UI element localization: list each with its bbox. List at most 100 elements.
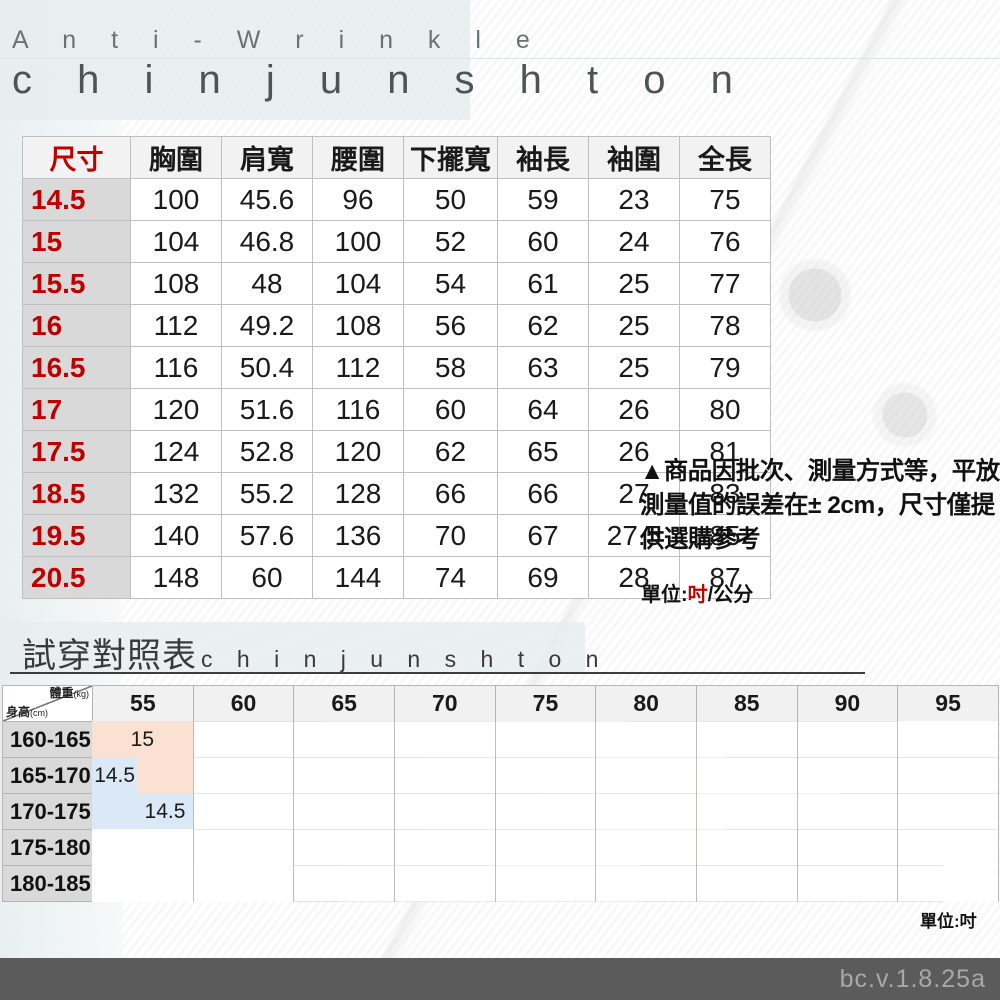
- diagonal-divider-line: [3, 686, 92, 721]
- spec-value-cell: 58: [403, 346, 498, 389]
- fit-size-cell: [595, 829, 697, 866]
- spec-value-cell: 62: [497, 304, 589, 347]
- fit-size-cell: [695, 829, 798, 866]
- spec-size-cell: 15.5: [22, 262, 131, 305]
- spec-size-cell: 17: [22, 388, 131, 431]
- spec-row: 17 120 51.6 116 60 64 26 80: [22, 388, 771, 431]
- spec-value-cell: 104: [312, 262, 404, 305]
- fit-size-cell: [897, 829, 999, 866]
- fit-size-cell: [293, 865, 395, 902]
- fit-size-cell: [192, 829, 295, 866]
- fit-header-row: 體重(kg) 身高(cm) 55 60 65 70 75 80 85 90 95: [2, 685, 999, 722]
- fit-title-brand: c h i n j u n s h t o n: [201, 646, 608, 672]
- spec-row: 17.5 124 52.8 120 62 65 26 81: [22, 430, 771, 473]
- fit-size-cell: 1515.51616.51717.5: [92, 721, 999, 758]
- fit-size-cell: [494, 721, 597, 758]
- fit-title-cn: 試穿對照表: [22, 637, 197, 675]
- spec-row: 16.5 116 50.4 112 58 63 25 79: [22, 346, 771, 389]
- fit-weight-header: 70: [393, 685, 496, 722]
- fit-size-cell: [897, 757, 999, 794]
- fit-size-cell: [393, 721, 496, 758]
- version-label: bc.v.1.8.25a: [839, 965, 986, 993]
- spec-value-cell: 25: [588, 304, 680, 347]
- fit-height-header: 180-185: [2, 865, 93, 902]
- spec-row: 18.5 132 55.2 128 66 66 27 83: [22, 472, 771, 515]
- fit-size-cell: [393, 793, 496, 830]
- page-header: A n t i - W r i n k l e c h i n j u n s …: [12, 26, 912, 104]
- fit-size-cell: 1515.51616.51717.5: [92, 829, 999, 866]
- spec-value-cell: 60: [403, 388, 498, 431]
- fit-weight-header: 65: [293, 685, 395, 722]
- spec-value-cell: 60: [221, 556, 313, 599]
- spec-row: 14.5 100 45.6 96 50 59 23 75: [22, 178, 771, 221]
- spec-value-cell: 79: [679, 346, 771, 389]
- spec-value-cell: 128: [312, 472, 404, 515]
- spec-value-cell: 23: [588, 178, 680, 221]
- fit-size-cell: [192, 865, 295, 902]
- spec-col-waist: 腰圍: [312, 136, 404, 179]
- spec-value-cell: 57.6: [221, 514, 313, 557]
- tagline-text: A n t i - W r i n k l e: [12, 26, 544, 54]
- spec-value-cell: 66: [403, 472, 498, 515]
- spec-col-total-length: 全長: [679, 136, 771, 179]
- height-axis-label: 身高(cm): [6, 705, 49, 719]
- spec-value-cell: 61: [497, 262, 589, 305]
- fit-height-header: 160-165: [2, 721, 93, 758]
- fit-size-cell: [192, 721, 295, 758]
- header-tint-band: [0, 0, 470, 120]
- spec-size-cell: 16: [22, 304, 131, 347]
- spec-value-cell: 50: [403, 178, 498, 221]
- fit-title-underline: [10, 672, 865, 674]
- spec-value-cell: 69: [497, 556, 589, 599]
- fit-weight-header: 95: [897, 685, 999, 722]
- measurement-disclaimer: ▲商品因批次、測量方式等，平放測量值的誤差在± 2cm，尺寸僅提供選購參考: [640, 458, 1000, 553]
- spec-value-cell: 24: [588, 220, 680, 263]
- spec-value-cell: 62: [403, 430, 498, 473]
- spec-value-cell: 49.2: [221, 304, 313, 347]
- fit-size-cell: [595, 865, 697, 902]
- fit-height-header: 170-175: [2, 793, 93, 830]
- fit-size-cell: [695, 793, 798, 830]
- fit-size-cell: [695, 865, 798, 902]
- spec-value-cell: 100: [312, 220, 404, 263]
- spec-value-cell: 54: [403, 262, 498, 305]
- fit-size-cell: [897, 721, 999, 758]
- spec-value-cell: 100: [130, 178, 222, 221]
- spec-value-cell: 56: [403, 304, 498, 347]
- fit-size-cell: [897, 793, 999, 830]
- fit-size-cell: [293, 757, 395, 794]
- spec-row: 19.5 140 57.6 136 70 67 27.5 85: [22, 514, 771, 557]
- spec-value-cell: 50.4: [221, 346, 313, 389]
- spec-value-cell: 52.8: [221, 430, 313, 473]
- fit-height-header: 165-170: [2, 757, 93, 794]
- fit-size-cell: [192, 757, 295, 794]
- spec-value-cell: 46.8: [221, 220, 313, 263]
- spec-row: 16 112 49.2 108 56 62 25 78: [22, 304, 771, 347]
- spec-value-cell: 64: [497, 388, 589, 431]
- spec-value-cell: 108: [130, 262, 222, 305]
- spec-value-cell: 60: [497, 220, 589, 263]
- spec-value-cell: 124: [130, 430, 222, 473]
- spec-value-cell: 75: [679, 178, 771, 221]
- unit-prefix: 單位:: [641, 584, 688, 606]
- spec-value-cell: 78: [679, 304, 771, 347]
- spec-size-cell: 16.5: [22, 346, 131, 389]
- spec-value-cell: 59: [497, 178, 589, 221]
- fit-weight-header: 85: [695, 685, 798, 722]
- spec-row: 20.5 148 60 144 74 69 28 87: [22, 556, 771, 599]
- fit-size-cell: [695, 757, 798, 794]
- fit-size-cell: [293, 721, 395, 758]
- unit-inch: 吋: [687, 584, 708, 606]
- spec-value-cell: 96: [312, 178, 404, 221]
- spec-value-cell: 120: [312, 430, 404, 473]
- fit-weight-header: 55: [92, 685, 194, 722]
- spec-value-cell: 120: [130, 388, 222, 431]
- fit-size-cell: [595, 721, 697, 758]
- fit-table: 體重(kg) 身高(cm) 55 60 65 70 75 80 85 90 95 160-165…: [2, 685, 999, 902]
- spec-value-cell: 81: [679, 430, 771, 473]
- spec-value-cell: 76: [679, 220, 771, 263]
- spec-value-cell: 74: [403, 556, 498, 599]
- fit-size-cell: [796, 829, 899, 866]
